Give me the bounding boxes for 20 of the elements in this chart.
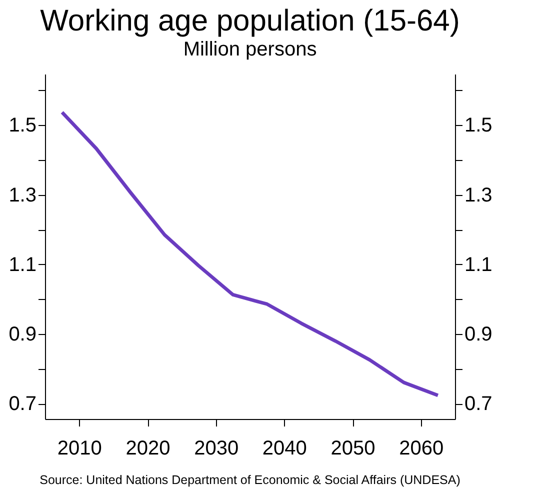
x-tick-label: 2040	[262, 438, 307, 460]
y-tick-label: 1.1	[8, 254, 36, 276]
source-note: Source: United Nations Department of Economic & Social Affairs (UNDESA)	[40, 473, 460, 487]
x-tick-label: 2020	[126, 438, 170, 460]
x-tick-label: 2010	[57, 438, 102, 460]
y2-tick-label: 0.9	[464, 324, 492, 346]
line-series	[60, 110, 440, 398]
y-tick-label: 0.9	[8, 324, 36, 346]
y2-tick-label: 1.3	[464, 184, 492, 206]
x-tick-label: 2030	[194, 438, 239, 460]
x-tick-label: 2050	[330, 438, 376, 460]
chart-subtitle: Million persons	[183, 38, 317, 60]
y-tick-label: 1.3	[8, 184, 36, 206]
y2-tick-label: 1.1	[464, 254, 492, 276]
y-tick-label: 1.5	[8, 114, 36, 137]
y-tick-label: 0.7	[8, 393, 36, 416]
x-tick-label: 2060	[399, 438, 444, 460]
chart-title: Working age population (15-64)	[40, 4, 460, 38]
y2-tick-label: 0.7	[464, 393, 492, 416]
y2-tick-label: 1.5	[464, 114, 492, 137]
